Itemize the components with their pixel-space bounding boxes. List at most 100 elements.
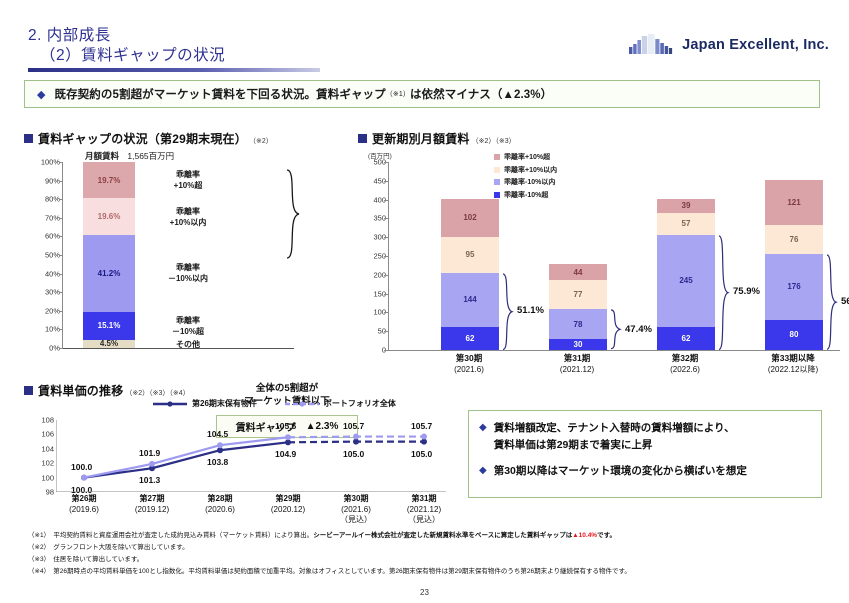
monthly-rent-value: 1,565百万円 — [127, 151, 175, 161]
stack-segment-label-l2: －10%超 — [171, 326, 204, 336]
renewal-brace-percent: 47.4% — [625, 323, 652, 335]
stack-segment: 19.7% — [83, 161, 135, 199]
stack-y-tick: 20% — [44, 306, 60, 316]
line-data-point — [285, 439, 291, 446]
line-y-tick: 98 — [45, 487, 54, 497]
legend-label: 第26期末保有物件 — [192, 399, 257, 408]
footnote-1-red: ▲10.4% — [572, 532, 598, 539]
renewal-bar-segment: 76 — [765, 225, 823, 254]
renewal-bar-segment: 95 — [441, 236, 499, 273]
line-x-sub: (2019.12) — [134, 504, 170, 514]
line-data-point — [217, 442, 223, 449]
renewal-bar-segment: 144 — [441, 272, 499, 327]
renewal-bar-segment: 80 — [765, 319, 823, 350]
stack-segment-label: 乖離率 +10%以内 — [148, 206, 228, 228]
footnote-4: （※4） 第26期時点の平均賃料単価を100とし指数化。平均賃料単価は契約面積で… — [28, 568, 631, 575]
footnote-1: （※1） 平均契約賃料と資産運用会社が査定した成約見込み賃料（マーケット賃料）に… — [28, 531, 616, 540]
stack-segment-label-l1: 乖離率 — [176, 206, 200, 216]
square-marker-icon — [358, 134, 367, 143]
renewal-brace-icon — [502, 272, 514, 350]
line-x-sub2: （見込） — [340, 515, 372, 524]
line-y-axis-labels: 108 106 104 102 100 98 — [28, 416, 54, 497]
commentary-2-text: 第30期以降はマーケット環境の変化から横ばいを想定 — [493, 465, 747, 477]
renewal-y-tick: 300 — [373, 232, 386, 242]
line-y-tick: 106 — [41, 429, 54, 439]
stack-segment-label: 乖離率 －10%超 — [148, 315, 228, 337]
stack-y-tickmark — [59, 162, 63, 163]
page-title: 2. 内部成長 （2）賃料ギャップの状況 — [28, 26, 225, 66]
renewal-brace-icon — [826, 254, 838, 350]
line-data-point — [285, 434, 291, 441]
renewal-x-sub: (2022.6) — [670, 365, 700, 374]
stack-bar-column: 4.5% 15.1% 41.2% 19.6% 19.7% — [83, 161, 135, 348]
section-heading-rent-gap: 賃料ギャップの状況（第29期末現在） （※2） — [24, 130, 273, 147]
stack-y-tickmark — [59, 348, 63, 349]
stack-segment-label-l1: その他 — [176, 339, 200, 349]
line-x-category: 第27期 (2019.12) — [104, 494, 200, 515]
monthly-rent-subtitle: 月額賃料 1,565百万円 — [85, 150, 174, 162]
building-logo-icon — [629, 34, 673, 54]
stack-segment-label: 乖離率 －10%以内 — [148, 262, 228, 284]
footnote-3: （※3） 住居を除いて算出しています。 — [28, 556, 144, 563]
renewal-y-tick: 0 — [382, 346, 386, 355]
footnote-1-a: 平均契約賃料と資産運用会社が査定した成約見込み賃料（マーケット賃料）により算出。 — [53, 532, 314, 539]
title-underline — [28, 68, 320, 72]
renewal-y-tickmark — [384, 218, 388, 220]
commentary-1-line1: 賃料増額改定、テナント入替時の賃料増額により、 — [493, 422, 735, 434]
line-data-point — [421, 433, 427, 440]
callout-text-a: 既存契約の5割超がマーケット賃料を下回る状況。賃料ギャップ — [54, 89, 386, 101]
section2-title: 更新期別月額賃料 — [372, 132, 470, 146]
legend-swatch — [494, 154, 500, 160]
renewal-legend-item: 乖離率+10%以内 — [494, 165, 557, 175]
line-data-point — [149, 460, 155, 467]
commentary-box: ◆ 賃料増額改定、テナント入替時の賃料増額により、 賃料単価は第29期まで着実に… — [468, 410, 822, 498]
line-data-label: 101.9 — [139, 447, 161, 458]
renewal-y-tick: 250 — [373, 251, 386, 261]
renewal-bar-segment: 62 — [441, 326, 499, 350]
renewal-bar-segment: 77 — [549, 280, 607, 310]
monthly-rent-label: 月額賃料 — [85, 151, 120, 161]
stack-y-tick: 90% — [44, 176, 60, 186]
line-data-label: 105.7 — [343, 420, 365, 431]
page-title-line2: （2）賃料ギャップの状況 — [40, 47, 226, 64]
stack-segment-label-l2: +10%超 — [173, 181, 203, 191]
renewal-brace-icon — [718, 234, 730, 350]
line-x-sub: (2021.12) — [406, 504, 442, 514]
stack-y-tick: 0% — [49, 343, 60, 353]
line-data-point — [81, 474, 87, 481]
renewal-x-category: 第31期 (2021.12) — [517, 352, 637, 376]
renewal-bar: 39 57 245 62 — [657, 198, 715, 350]
renewal-x-category: 第30期 (2021.6) — [409, 352, 529, 376]
renewal-y-tickmark — [384, 180, 388, 182]
line-plot-area: 100.0 101.3 103.8 104.9 105.0 105.0 100.0 101.9… — [56, 420, 446, 495]
legend-label: 乖離率+10%超 — [504, 154, 551, 161]
stack-segment: 41.2% — [83, 234, 135, 312]
footnote-2: （※2） グランフロント大阪を除いて算出しています。 — [28, 544, 189, 551]
renewal-bar-segment: 102 — [441, 198, 499, 237]
callout-note: （※1） — [385, 91, 410, 98]
line-series-solid — [83, 441, 289, 479]
stack-y-tickmark — [59, 310, 63, 312]
renewal-y-tick: 200 — [373, 270, 386, 280]
line-x-category: 第29期 (2020.12) — [240, 494, 336, 515]
stack-y-tickmark — [59, 236, 63, 238]
legend-label: ポートフォリオ全体 — [323, 399, 396, 408]
line-chart-legend: 第26期末保有物件 ポートフォリオ全体 — [153, 398, 396, 409]
line-legend-item: ポートフォリオ全体 — [284, 398, 396, 409]
callout-text: 既存契約の5割超がマーケット賃料を下回る状況。賃料ギャップ（※1）は依然マイナス… — [54, 86, 552, 102]
line-data-label: 100.0 — [71, 484, 93, 495]
stack-segment: 4.5% — [83, 339, 135, 348]
line-data-point — [421, 438, 427, 445]
stack-segment-label-l1: 乖離率 — [176, 315, 200, 325]
stack-segment-label-l1: 乖離率 — [176, 263, 200, 273]
line-data-label: 104.9 — [275, 449, 297, 460]
line-series-solid — [83, 436, 289, 479]
footnote-1-b: シービーアールイー株式会社が査定した新規賃料水準をベースに算定した賃料ギャップは — [313, 532, 573, 539]
stack-y-tickmark — [59, 199, 63, 201]
page-title-line1: 2. 内部成長 — [28, 27, 111, 44]
stack-y-tickmark — [59, 292, 63, 294]
renewal-bar-segment: 57 — [657, 213, 715, 235]
renewal-bar-segment: 121 — [765, 179, 823, 226]
unit-rent-trend-chart: 第26期末保有物件 ポートフォリオ全体 108 106 104 102 100 98 100… — [28, 398, 458, 524]
renewal-y-tick: 400 — [373, 195, 386, 205]
